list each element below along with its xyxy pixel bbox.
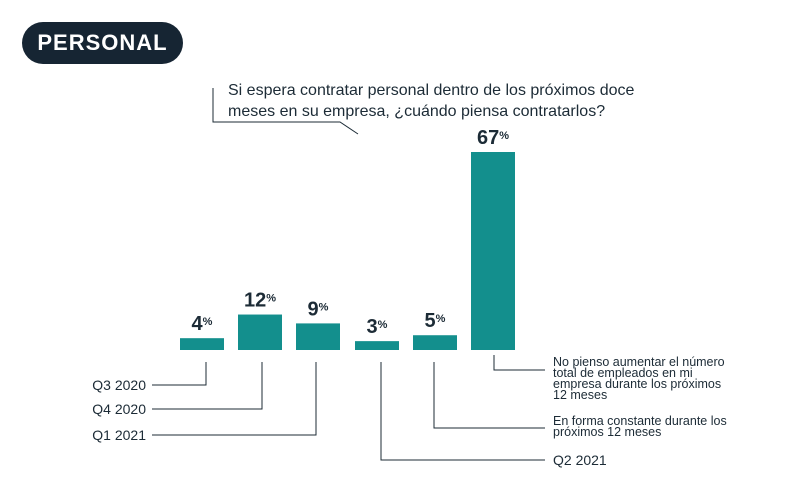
- bar-3: [296, 323, 340, 350]
- leader-line-2: [152, 362, 263, 410]
- bar-6: [471, 152, 515, 350]
- value-label-2: 12%: [244, 290, 276, 312]
- bar-1: [180, 338, 224, 350]
- chart-question: Si espera contratar personal dentro de l…: [228, 82, 635, 120]
- bar-5: [413, 335, 457, 350]
- category-label-6: No pienso aumentar el número total de emp…: [553, 355, 725, 402]
- leader-line-4: [380, 362, 545, 461]
- value-label-6: 67%: [477, 127, 509, 149]
- leader-line-5: [433, 362, 545, 429]
- leader-line-6: [493, 355, 545, 371]
- section-badge: PERSONAL: [22, 22, 183, 64]
- leader-line-3: [152, 362, 317, 436]
- leader-line-1: [152, 362, 207, 386]
- value-label-3: 9%: [308, 298, 329, 320]
- bar-4: [355, 341, 399, 350]
- category-label-4: Q2 2021: [553, 452, 607, 468]
- category-label-1: Q3 2020: [92, 377, 146, 393]
- value-label-5: 5%: [425, 310, 446, 332]
- value-label-4: 3%: [367, 316, 388, 338]
- bar-2: [238, 314, 282, 350]
- speech-bubble-outline: [212, 88, 359, 135]
- category-label-5: En forma constante durante los próximos 1…: [553, 414, 727, 439]
- value-label-1: 4%: [192, 313, 213, 335]
- category-label-3: Q1 2021: [92, 427, 146, 443]
- category-label-2: Q4 2020: [92, 401, 146, 417]
